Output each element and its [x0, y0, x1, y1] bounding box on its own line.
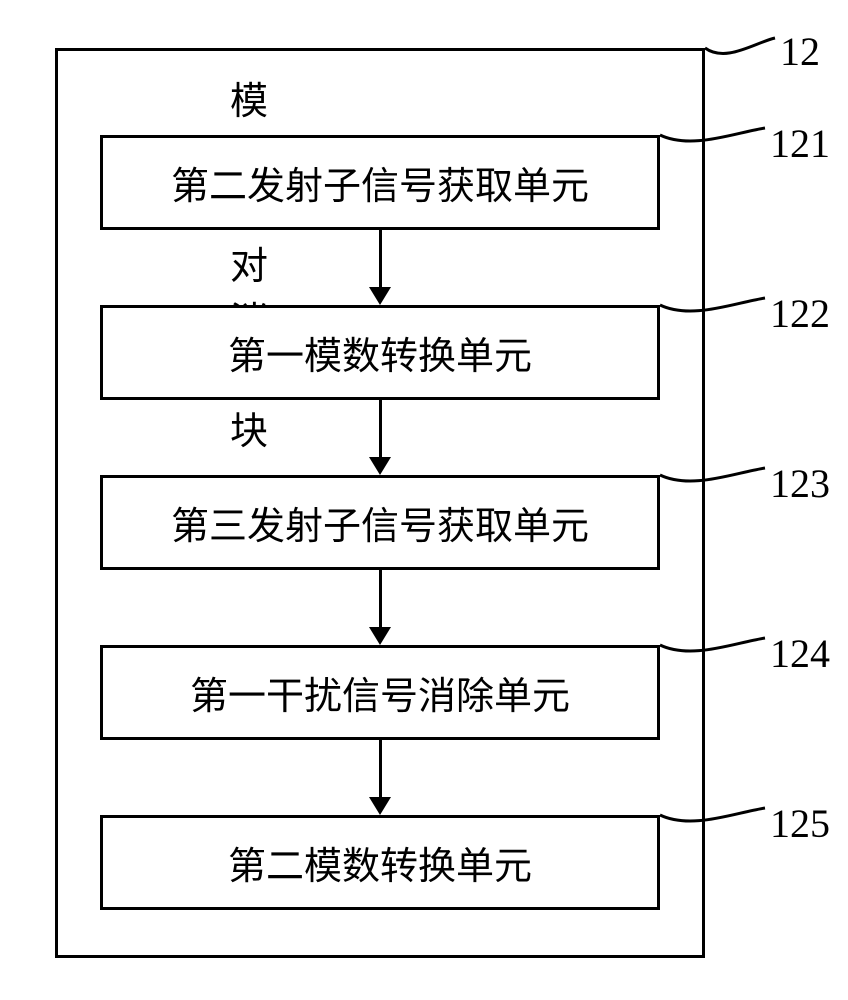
- unit-label: 第一模数转换单元: [228, 325, 532, 380]
- leader-b3: [655, 448, 770, 495]
- ref-label-b3: 123: [770, 460, 830, 507]
- leader-b4: [655, 618, 770, 665]
- unit-label: 第二模数转换单元: [228, 835, 532, 890]
- unit-box-b5: 第二模数转换单元: [100, 815, 660, 910]
- ref-label-b1: 121: [770, 120, 830, 167]
- ref-label-module: 12: [780, 28, 820, 75]
- unit-box-b3: 第三发射子信号获取单元: [100, 475, 660, 570]
- unit-box-b4: 第一干扰信号消除单元: [100, 645, 660, 740]
- leader-b1: [655, 108, 770, 155]
- leader-b2: [655, 278, 770, 325]
- unit-label: 第二发射子信号获取单元: [171, 155, 589, 210]
- ref-label-b4: 124: [770, 630, 830, 677]
- unit-label: 第一干扰信号消除单元: [190, 665, 570, 720]
- ref-label-b5: 125: [770, 800, 830, 847]
- ref-label-b2: 122: [770, 290, 830, 337]
- leader-module: [700, 18, 780, 68]
- unit-box-b1: 第二发射子信号获取单元: [100, 135, 660, 230]
- unit-label: 第三发射子信号获取单元: [171, 495, 589, 550]
- unit-box-b2: 第一模数转换单元: [100, 305, 660, 400]
- leader-b5: [655, 788, 770, 835]
